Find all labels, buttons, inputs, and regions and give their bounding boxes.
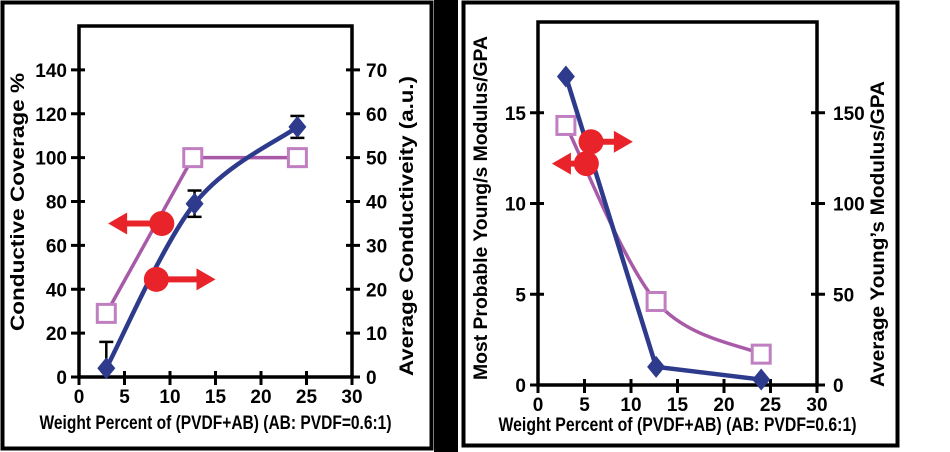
x-tick-label: 5 [119,387,130,408]
y-left-tick-label: 80 [46,193,67,214]
y-right-tick-label: 10 [366,324,387,345]
y-right-tick-label: 0 [833,376,844,397]
left-arrow-icon [551,152,571,175]
y-left-axis-label: Most Probable Young/s Modulus/GPA [471,36,492,380]
left-chart: 0 5 10 15 20 25 300204060801001201400102030405… [8,24,418,434]
x-tick-label: 25 [296,387,318,408]
x-tick-label: 20 [713,395,734,416]
x-tick-label: 10 [620,395,641,416]
square-marker [286,147,308,169]
x-tick-label: 30 [806,395,827,416]
y-right-tick-label: 60 [366,105,387,126]
y-left-tick-label: 140 [35,61,67,82]
square-marker [182,147,204,169]
right-arrow-icon [613,130,633,153]
y-right-tick-label: 20 [366,280,387,301]
x-tick-label: 30 [341,387,362,408]
diamond-marker [185,192,204,215]
x-axis-label: Weight Percent of (PVDF+AB) (AB: PVDF=0.… [40,413,392,434]
square-marker [555,114,577,136]
y-right-tick-label: 100 [833,195,865,216]
y-left-tick-label: 60 [46,236,67,257]
diamond-marker [97,357,116,380]
y-right-tick-label: 50 [833,285,854,306]
y-right-tick-label: 50 [366,149,387,170]
x-tick-label: 0 [74,387,85,408]
y-right-tick-label: 30 [366,236,387,257]
x-tick-label: 15 [667,395,689,416]
y-right-axis-label: Average Young’s Modulus/GPA [868,81,889,387]
left-arrow-icon [108,212,128,235]
y-left-tick-label: 100 [35,149,67,170]
y-left-tick-label: 20 [46,324,67,345]
diamond-marker [556,65,575,88]
right-arrow-icon [196,268,216,291]
y-right-tick-label: 150 [833,104,865,125]
y-left-tick-label: 0 [515,376,526,397]
y-left-tick-label: 40 [46,280,67,301]
diamond-marker [752,368,771,391]
annotation-circle [578,129,604,155]
x-tick-label: 15 [205,387,227,408]
panel-divider-bar [434,0,458,452]
y-left-tick-label: 120 [35,105,67,126]
diamond-marker [288,115,307,138]
y-right-tick-label: 40 [366,193,387,214]
x-tick-label: 0 [533,395,544,416]
x-tick-label: 10 [159,387,180,408]
x-tick-label: 5 [579,395,590,416]
square-marker [95,302,117,324]
x-tick-label: 20 [250,387,271,408]
y-left-tick-label: 10 [505,195,526,216]
y-left-tick-label: 5 [515,285,526,306]
y-left-tick-label: 15 [505,104,527,125]
y-right-tick-label: 0 [366,368,377,389]
annotation-circle [143,266,169,292]
y-left-axis-label: Conductive Coverage % [8,73,29,331]
square-marker [645,291,667,313]
x-tick-label: 25 [760,395,782,416]
annotation-circle [149,210,175,236]
y-left-tick-label: 0 [56,368,67,389]
annotation-circle [573,151,599,177]
y-right-axis-label: Average Conductiveity (a.u.) [397,76,418,376]
square-marker [750,343,772,365]
x-axis-label: Weight Percent of (PVDF+AB) (AB: PVDF=0.… [499,415,857,436]
y-right-tick-label: 70 [366,61,387,82]
diamond-marker [647,355,666,378]
